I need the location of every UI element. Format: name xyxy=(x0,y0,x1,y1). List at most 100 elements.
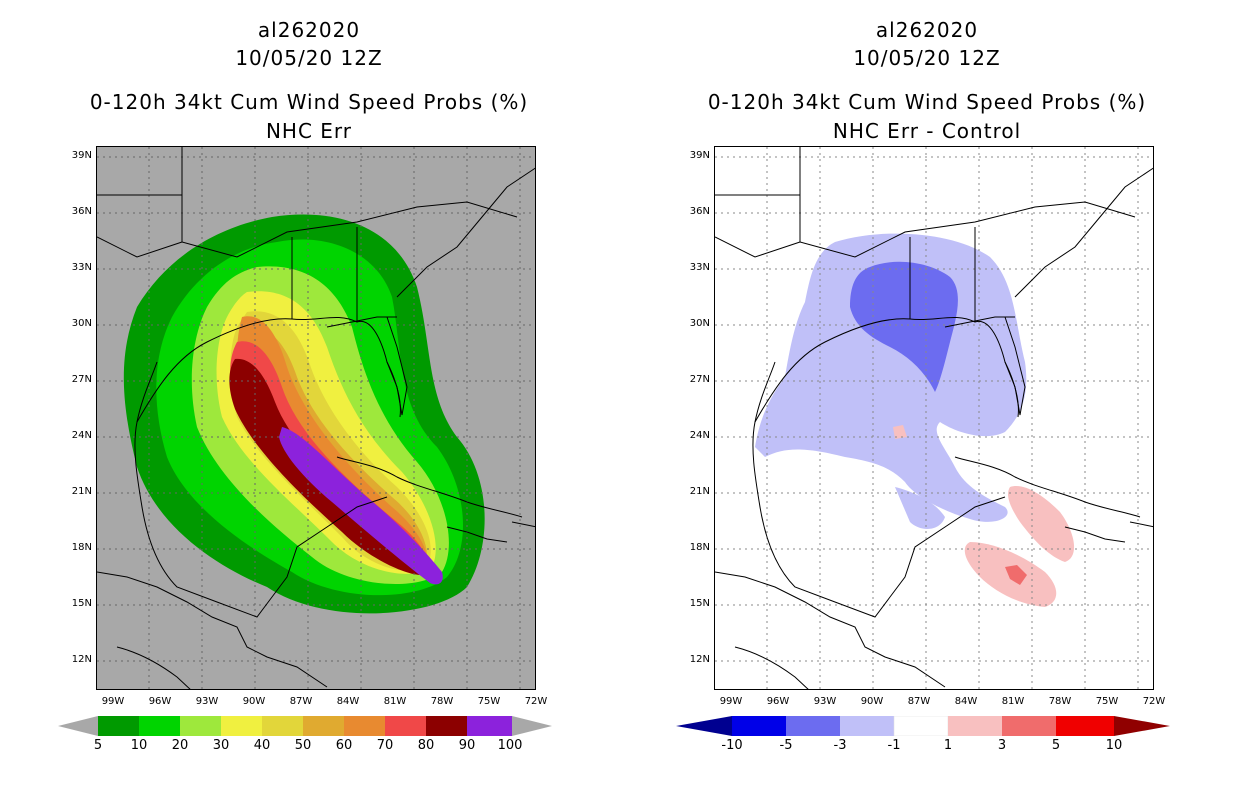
left-cbar-bin xyxy=(98,716,139,736)
prob-60 xyxy=(237,316,428,571)
diff-neg-1 xyxy=(755,233,1027,522)
left-cbar-bin xyxy=(426,716,467,736)
right-cbar-bin xyxy=(893,715,949,737)
right-lon-label: 87W xyxy=(907,696,931,707)
right-cbar-label: -3 xyxy=(833,738,847,753)
right-product-title: 0-120h 34kt Cum Wind Speed Probs (%) xyxy=(707,90,1147,114)
right-cbar-label: 5 xyxy=(1051,738,1061,753)
right-lon-label: 90W xyxy=(860,696,884,707)
right-lon-label: 81W xyxy=(1001,696,1025,707)
left-lon-label: 90W xyxy=(242,696,266,707)
diff-neg-1-b xyxy=(895,487,945,529)
left-cbar-over xyxy=(512,716,552,736)
left-lon-label: 87W xyxy=(289,696,313,707)
left-lat-label: 27N xyxy=(71,374,92,385)
right-cbar-label: 1 xyxy=(943,738,953,753)
right-lat-label: 36N xyxy=(689,206,710,217)
left-cbar-label: 60 xyxy=(335,738,353,753)
right-lon-label: 93W xyxy=(813,696,837,707)
right-lat-label: 27N xyxy=(689,374,710,385)
right-lat-label: 33N xyxy=(689,262,710,273)
right-subtitle: NHC Err - Control xyxy=(832,119,1022,143)
right-lon-label: 99W xyxy=(719,696,743,707)
diff-pos-1-c xyxy=(893,425,907,439)
right-storm-id: al262020 xyxy=(875,18,979,42)
right-panel: al262020 10/05/20 12Z 0-120h 34kt Cum Wi… xyxy=(618,0,1236,800)
right-gridlines xyxy=(715,147,1153,689)
left-cbar-label: 50 xyxy=(294,738,312,753)
left-cbar-label: 5 xyxy=(93,738,103,753)
left-lon-label: 99W xyxy=(101,696,125,707)
right-cbar-over xyxy=(1114,716,1170,736)
left-gridlines xyxy=(97,147,535,689)
left-storm-id: al262020 xyxy=(257,18,361,42)
left-cbar-bin xyxy=(262,716,303,736)
left-cbar-label: 90 xyxy=(458,738,476,753)
left-coastlines xyxy=(97,147,535,689)
right-cbar-label: 3 xyxy=(997,738,1007,753)
right-cbar-label: -5 xyxy=(779,738,793,753)
diff-neg-3-b xyxy=(900,322,940,357)
left-cbar-bin xyxy=(467,716,512,736)
right-lat-label: 30N xyxy=(689,318,710,329)
left-lon-label: 78W xyxy=(430,696,454,707)
right-cbar-bin xyxy=(840,716,894,736)
right-cbar-bin xyxy=(786,716,840,736)
left-cbar-bin xyxy=(303,716,344,736)
right-lon-label: 96W xyxy=(766,696,790,707)
right-lat-label: 12N xyxy=(689,654,710,665)
left-cbar-label: 30 xyxy=(212,738,230,753)
left-cbar-label: 70 xyxy=(376,738,394,753)
left-lat-label: 24N xyxy=(71,430,92,441)
right-lon-label: 84W xyxy=(954,696,978,707)
left-lon-label: 84W xyxy=(336,696,360,707)
right-lon-label: 72W xyxy=(1142,696,1166,707)
left-lon-label: 93W xyxy=(195,696,219,707)
left-panel: al262020 10/05/20 12Z 0-120h 34kt Cum Wi… xyxy=(58,18,552,753)
right-cbar-bin xyxy=(948,716,1002,736)
right-colorbar xyxy=(676,715,1170,737)
right-lat-label: 18N xyxy=(689,542,710,553)
left-lat-label: 12N xyxy=(71,654,92,665)
right-cbar-bin xyxy=(1056,716,1114,736)
left-cbar-label: 10 xyxy=(130,738,148,753)
left-cbar-label: 100 xyxy=(497,738,523,753)
diff-neg-3 xyxy=(850,261,958,392)
left-product-title: 0-120h 34kt Cum Wind Speed Probs (%) xyxy=(89,90,529,114)
left-lon-label: 75W xyxy=(477,696,501,707)
left-cbar-bin xyxy=(221,716,262,736)
right-cbar-label: -1 xyxy=(887,738,901,753)
right-lon-label: 75W xyxy=(1095,696,1119,707)
diff-pos-1 xyxy=(1008,486,1075,562)
right-lat-label: 15N xyxy=(689,598,710,609)
left-cbar-under xyxy=(58,716,98,736)
right-lat-label: 39N xyxy=(689,150,710,161)
left-lat-label: 30N xyxy=(71,318,92,329)
left-lat-label: 15N xyxy=(71,598,92,609)
left-lat-label: 39N xyxy=(71,150,92,161)
left-lon-label: 72W xyxy=(524,696,548,707)
left-lat-label: 21N xyxy=(71,486,92,497)
left-lat-label: 18N xyxy=(71,542,92,553)
left-cbar-bin xyxy=(344,716,385,736)
left-lat-label: 36N xyxy=(71,206,92,217)
left-datetime: 10/05/20 12Z xyxy=(235,46,383,70)
left-map-svg xyxy=(97,147,535,689)
right-datetime: 10/05/20 12Z xyxy=(853,46,1001,70)
right-map xyxy=(714,146,1154,690)
right-cbar-label: -10 xyxy=(721,738,743,753)
right-lat-label: 21N xyxy=(689,486,710,497)
diff-pos-3 xyxy=(1005,565,1027,585)
right-cbar-bin xyxy=(732,716,786,736)
right-coastlines xyxy=(715,147,1153,689)
right-lon-label: 78W xyxy=(1048,696,1072,707)
left-cbar-label: 80 xyxy=(417,738,435,753)
left-lon-label: 81W xyxy=(383,696,407,707)
left-colorbar xyxy=(58,716,552,736)
right-cbar-label: 10 xyxy=(1105,738,1123,753)
left-cbar-label: 40 xyxy=(253,738,271,753)
right-colorbar-svg xyxy=(676,715,1170,737)
right-cbar-under xyxy=(676,716,732,736)
left-map xyxy=(96,146,536,690)
left-colorbar-svg xyxy=(58,716,552,736)
